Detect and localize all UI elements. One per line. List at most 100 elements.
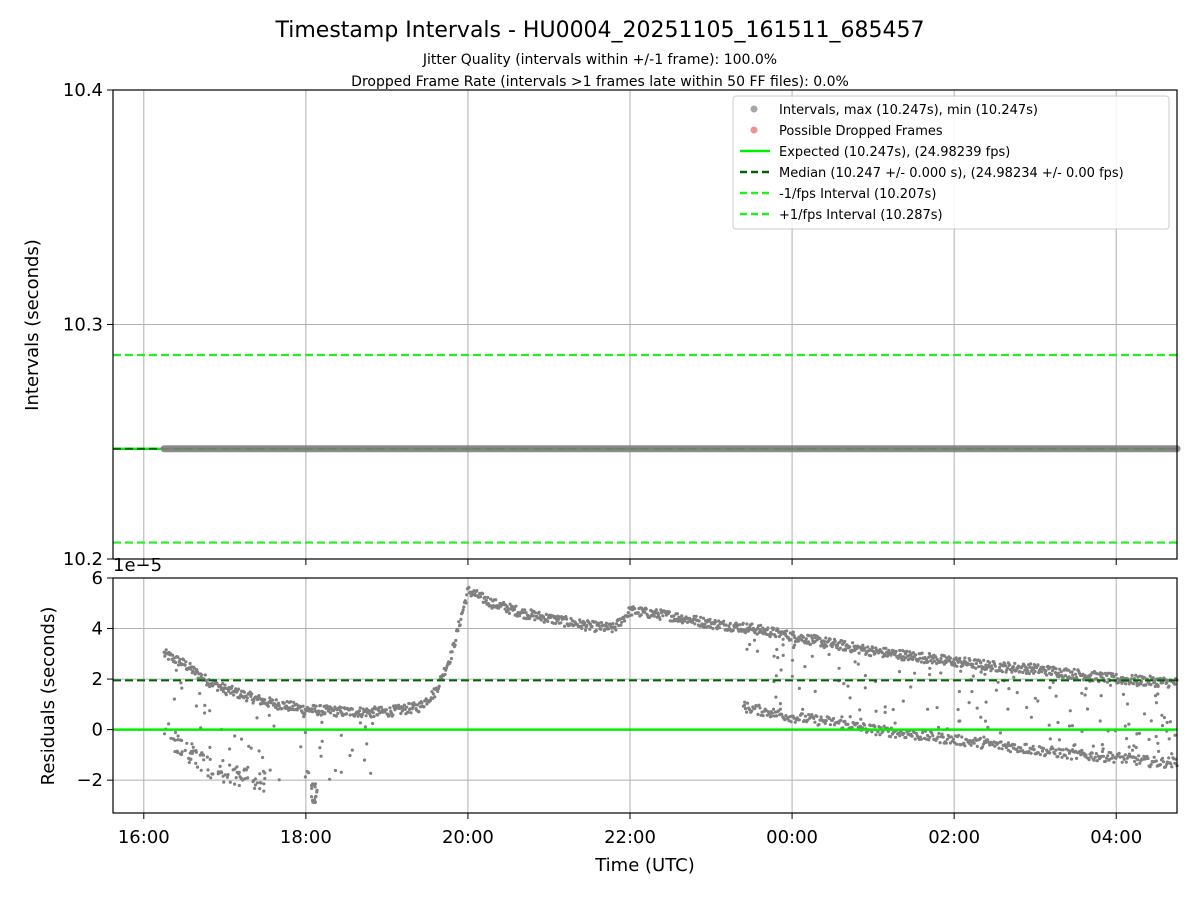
- residual-point: [258, 787, 262, 791]
- residual-point: [255, 781, 259, 785]
- residual-point: [790, 674, 794, 678]
- residual-point: [833, 639, 837, 643]
- residual-point: [507, 607, 511, 611]
- residual-point: [828, 723, 833, 727]
- residual-point: [261, 755, 265, 760]
- residual-point: [945, 737, 949, 741]
- residual-point: [1133, 759, 1137, 764]
- residual-point: [1161, 760, 1166, 764]
- residual-point: [1074, 672, 1078, 676]
- residual-point: [1051, 747, 1055, 751]
- residual-point: [350, 748, 354, 752]
- residual-point: [1170, 765, 1174, 769]
- residual-point: [590, 624, 594, 629]
- residual-point: [1006, 666, 1010, 670]
- residual-point: [1168, 720, 1172, 724]
- residual-point: [1056, 755, 1060, 759]
- legend-entry-label: -1/fps Interval (10.207s): [779, 187, 936, 202]
- intervals-y-tick-label: 10.2: [63, 549, 103, 570]
- residual-point: [1092, 758, 1096, 762]
- residual-point: [564, 615, 568, 619]
- residual-point: [1058, 751, 1062, 756]
- residual-point: [691, 620, 695, 624]
- residual-point: [457, 620, 461, 624]
- residual-point: [1112, 675, 1116, 679]
- residual-point: [524, 611, 528, 615]
- residual-point: [825, 644, 829, 648]
- residual-point: [1013, 743, 1017, 747]
- residual-point: [250, 692, 254, 696]
- residual-point: [430, 690, 434, 694]
- residual-point: [1153, 680, 1157, 684]
- residual-point: [226, 689, 231, 693]
- residual-point: [971, 738, 975, 743]
- residual-point: [282, 701, 286, 705]
- residual-point: [669, 619, 673, 623]
- residual-point: [949, 735, 954, 739]
- residual-point: [672, 614, 676, 618]
- residual-point: [360, 712, 364, 717]
- residual-point: [969, 743, 973, 747]
- residual-point: [935, 657, 939, 662]
- residual-point: [902, 731, 906, 736]
- residual-point: [1167, 737, 1171, 741]
- residual-point: [888, 735, 893, 739]
- residual-point: [931, 734, 935, 738]
- residual-point: [339, 770, 343, 774]
- residual-point: [272, 724, 276, 728]
- residual-point: [990, 667, 995, 671]
- residual-point: [1157, 749, 1161, 754]
- residual-point: [402, 703, 406, 707]
- residual-point: [999, 740, 1003, 744]
- residual-point: [948, 656, 953, 660]
- residual-point: [1173, 733, 1177, 737]
- residuals-axes-frame: [112, 577, 1178, 814]
- residual-point: [247, 744, 251, 748]
- residual-point: [1105, 674, 1109, 678]
- residual-point: [1134, 756, 1138, 760]
- residual-point: [339, 733, 343, 737]
- residual-point: [927, 652, 932, 656]
- intervals-panel: 10.2 10.3 10.4 Intervals (seconds) Interva…: [22, 80, 1181, 570]
- residual-point: [1116, 752, 1120, 756]
- residual-point: [661, 614, 665, 618]
- residual-point: [1032, 748, 1036, 752]
- residual-point: [781, 653, 785, 658]
- residual-point: [1160, 681, 1165, 685]
- residual-point: [993, 744, 997, 748]
- residual-point: [965, 661, 970, 666]
- residual-point: [893, 721, 897, 725]
- residual-point: [1072, 743, 1076, 748]
- residual-point: [919, 660, 924, 664]
- residual-point: [1127, 745, 1131, 749]
- residual-point: [848, 645, 852, 649]
- residual-point: [319, 754, 323, 758]
- residual-point: [752, 638, 757, 642]
- residual-point: [339, 706, 343, 710]
- residual-point: [636, 611, 640, 615]
- residual-point: [489, 597, 493, 601]
- residual-point: [379, 705, 383, 709]
- residual-point: [494, 598, 498, 602]
- residual-point: [1142, 676, 1146, 680]
- residual-point: [911, 657, 915, 662]
- residual-point: [920, 651, 924, 655]
- residual-point: [743, 631, 748, 635]
- residual-point: [583, 628, 588, 632]
- residual-point: [358, 721, 362, 725]
- residual-point: [1036, 751, 1040, 755]
- residual-point: [388, 706, 392, 710]
- residual-point: [797, 718, 801, 722]
- residual-point: [225, 775, 229, 779]
- residual-point: [331, 708, 336, 713]
- residual-point: [771, 707, 776, 711]
- residual-point: [221, 759, 225, 763]
- residual-point: [1156, 692, 1160, 696]
- residual-point: [1054, 748, 1058, 752]
- residual-point: [287, 708, 291, 712]
- residual-point: [431, 692, 435, 696]
- residual-point: [1132, 744, 1136, 748]
- residual-point: [817, 722, 821, 727]
- residual-point: [972, 741, 976, 745]
- residual-point: [454, 638, 458, 643]
